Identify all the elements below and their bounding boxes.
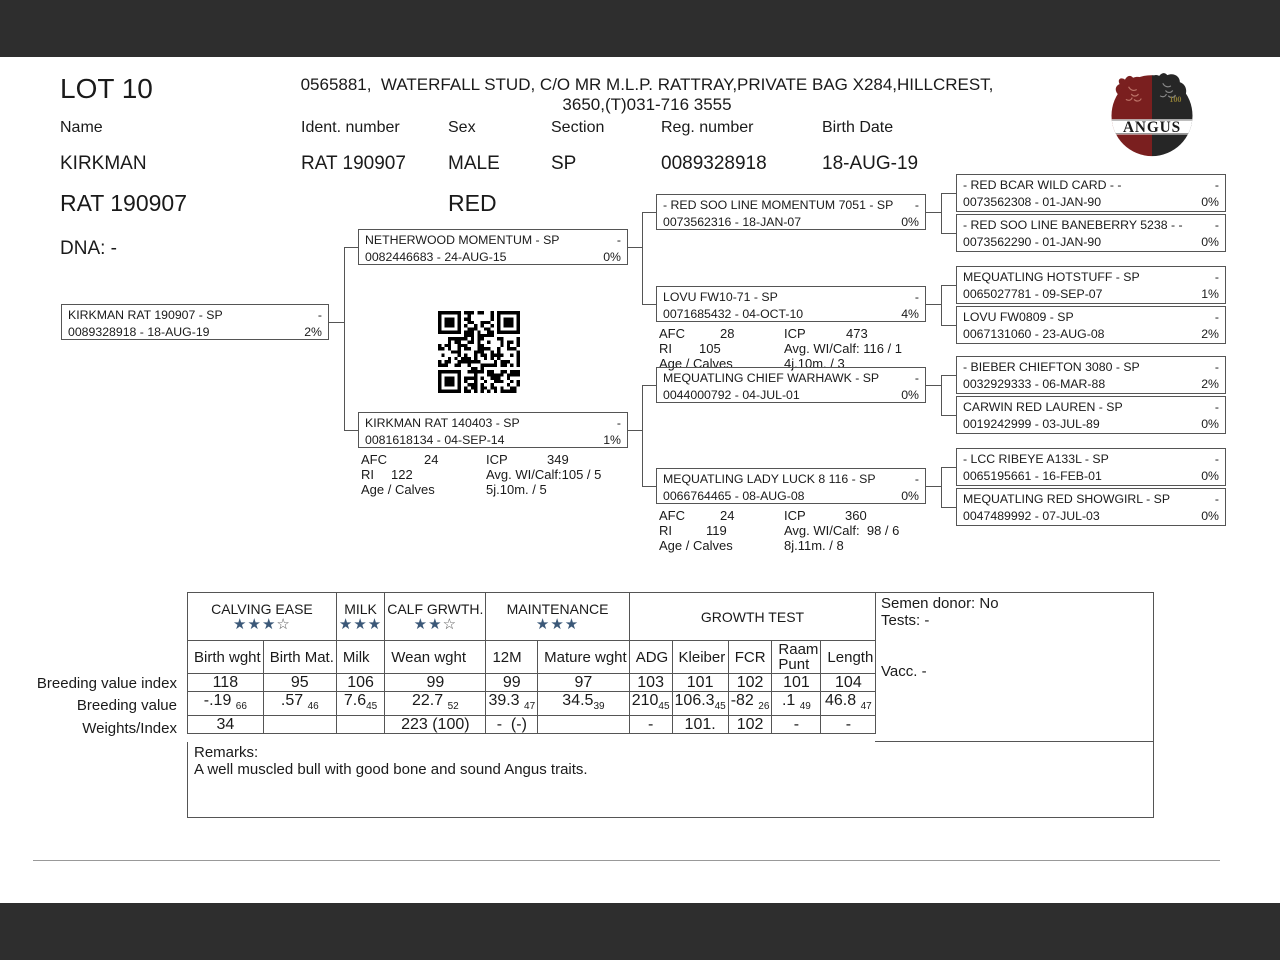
svg-text:100: 100: [1169, 95, 1181, 104]
svg-text:ANGUS: ANGUS: [1123, 119, 1181, 136]
